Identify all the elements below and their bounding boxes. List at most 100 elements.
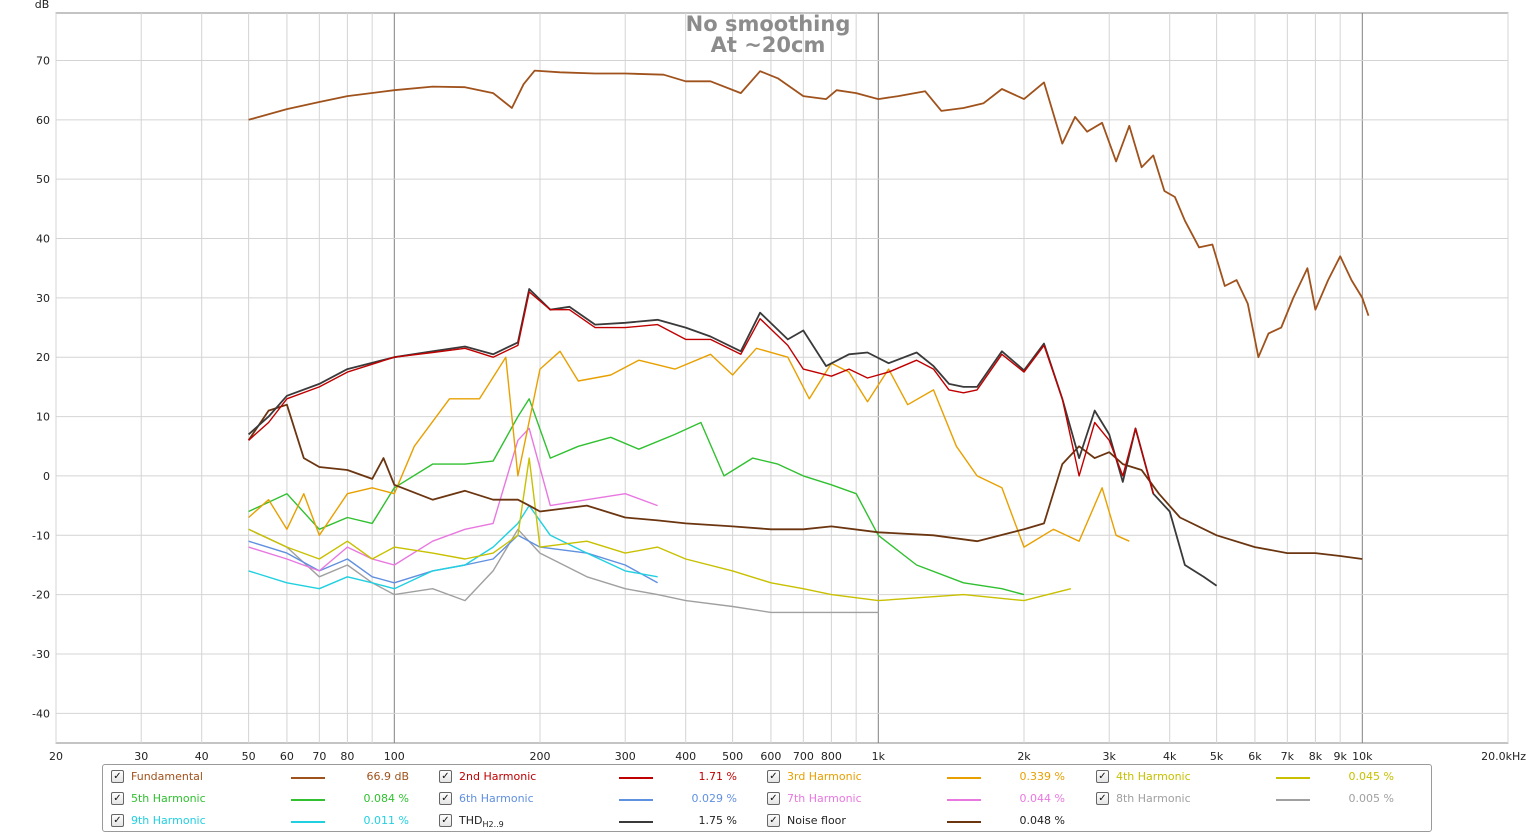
legend-name: Noise floor bbox=[787, 814, 846, 827]
legend-value: 0.044 % bbox=[1019, 792, 1065, 805]
series-group bbox=[247, 69, 1370, 614]
x-tick-label: 800 bbox=[821, 750, 842, 763]
y-tick-label: -20 bbox=[32, 589, 50, 602]
x-tick-label: 30 bbox=[134, 750, 148, 763]
legend-swatch bbox=[291, 799, 325, 801]
legend-name: 9th Harmonic bbox=[131, 814, 206, 827]
legend-name: 8th Harmonic bbox=[1116, 792, 1191, 805]
legend-value: 0.029 % bbox=[691, 792, 737, 805]
legend-checkbox-8th-harmonic[interactable]: ✓ bbox=[1096, 792, 1109, 805]
x-tick-label: 1k bbox=[872, 750, 886, 763]
x-tick-label: 20 bbox=[49, 750, 63, 763]
x-tick-label: 80 bbox=[340, 750, 354, 763]
y-tick-label: -30 bbox=[32, 648, 50, 661]
legend-name: 3rd Harmonic bbox=[787, 770, 862, 783]
y-tick-label: -10 bbox=[32, 529, 50, 542]
legend-checkbox-9th-harmonic[interactable]: ✓ bbox=[111, 814, 124, 827]
legend-swatch bbox=[947, 821, 981, 823]
x-tick-label: 70 bbox=[312, 750, 326, 763]
legend-value: 0.084 % bbox=[363, 792, 409, 805]
x-tick-label: 40 bbox=[195, 750, 209, 763]
legend-value: 0.048 % bbox=[1019, 814, 1065, 827]
x-tick-label: 300 bbox=[615, 750, 636, 763]
x-tick-label: 5k bbox=[1210, 750, 1224, 763]
y-tick-label: 20 bbox=[36, 351, 50, 364]
x-tick-label: 50 bbox=[242, 750, 256, 763]
plot-area bbox=[55, 12, 1509, 744]
legend-checkbox-2nd-harmonic[interactable]: ✓ bbox=[439, 770, 452, 783]
x-tick-label: 9k bbox=[1333, 750, 1347, 763]
legend-checkbox-3rd-harmonic[interactable]: ✓ bbox=[767, 770, 780, 783]
y-tick-label: 0 bbox=[43, 470, 50, 483]
series-line-3rd-harmonic bbox=[248, 347, 1130, 548]
y-tick-label: 30 bbox=[36, 292, 50, 305]
legend-name: 7th Harmonic bbox=[787, 792, 862, 805]
legend-swatch bbox=[291, 777, 325, 779]
x-tick-label: 7k bbox=[1281, 750, 1295, 763]
legend-name: 2nd Harmonic bbox=[459, 770, 537, 783]
legend-value: 0.005 % bbox=[1348, 792, 1394, 805]
x-tick-label: 10k bbox=[1352, 750, 1373, 763]
legend-swatch bbox=[947, 777, 981, 779]
x-tick-label: 6k bbox=[1248, 750, 1262, 763]
legend-swatch bbox=[291, 821, 325, 823]
legend-swatch bbox=[1276, 777, 1310, 779]
legend-swatch bbox=[619, 777, 653, 779]
legend-value: 0.045 % bbox=[1348, 770, 1394, 783]
x-tick-label: 3k bbox=[1103, 750, 1117, 763]
legend-checkbox-noise-floor[interactable]: ✓ bbox=[767, 814, 780, 827]
chart-subtitle: At ~20cm bbox=[711, 33, 826, 57]
x-tick-label: 400 bbox=[675, 750, 696, 763]
legend-value: 0.011 % bbox=[363, 814, 409, 827]
legend-value: 1.75 % bbox=[698, 814, 737, 827]
x-tick-label: 2k bbox=[1017, 750, 1031, 763]
grid bbox=[55, 13, 1509, 743]
y-tick-label: 60 bbox=[36, 114, 50, 127]
x-tick-label: 600 bbox=[760, 750, 781, 763]
legend-name: THDH2..9 bbox=[459, 814, 504, 830]
series-line-7th-harmonic bbox=[248, 427, 658, 572]
x-tick-label: 60 bbox=[280, 750, 294, 763]
series-line-9th-harmonic bbox=[248, 504, 658, 590]
legend-checkbox-7th-harmonic[interactable]: ✓ bbox=[767, 792, 780, 805]
series-line-5th-harmonic bbox=[248, 398, 1025, 596]
legend-name: 4th Harmonic bbox=[1116, 770, 1191, 783]
legend-name: 5th Harmonic bbox=[131, 792, 206, 805]
series-line-fundamental bbox=[248, 69, 1370, 359]
y-tick-label: 10 bbox=[36, 411, 50, 424]
y-tick-label: 50 bbox=[36, 173, 50, 186]
x-tick-label: 200 bbox=[530, 750, 551, 763]
legend: ✓ Fundamental 66.9 dB ✓ 2nd Harmonic 1.71 % ✓ 3… bbox=[102, 764, 1432, 832]
y-tick-label: 40 bbox=[36, 233, 50, 246]
x-tick-label: 700 bbox=[793, 750, 814, 763]
legend-name: 6th Harmonic bbox=[459, 792, 534, 805]
legend-value: 66.9 dB bbox=[366, 770, 409, 783]
legend-checkbox-4th-harmonic[interactable]: ✓ bbox=[1096, 770, 1109, 783]
legend-value: 0.339 % bbox=[1019, 770, 1065, 783]
x-tick-label: 500 bbox=[722, 750, 743, 763]
x-tick-label: 8k bbox=[1309, 750, 1323, 763]
y-axis-label: dB bbox=[35, 0, 50, 11]
legend-swatch bbox=[1276, 799, 1310, 801]
legend-swatch bbox=[619, 799, 653, 801]
x-tick-label: 4k bbox=[1163, 750, 1177, 763]
legend-checkbox-fundamental[interactable]: ✓ bbox=[111, 770, 124, 783]
y-tick-label: -40 bbox=[32, 707, 50, 720]
y-tick-label: 70 bbox=[36, 54, 50, 67]
legend-swatch bbox=[947, 799, 981, 801]
x-tick-label: 20.0kHz bbox=[1481, 750, 1526, 763]
legend-checkbox-thd[interactable]: ✓ bbox=[439, 814, 452, 827]
x-tick-label: 100 bbox=[384, 750, 405, 763]
chart-title: No smoothing bbox=[686, 12, 851, 36]
legend-value: 1.71 % bbox=[698, 770, 737, 783]
series-line-8th-harmonic bbox=[248, 528, 879, 614]
legend-name: Fundamental bbox=[131, 770, 203, 783]
legend-swatch bbox=[619, 821, 653, 823]
legend-checkbox-5th-harmonic[interactable]: ✓ bbox=[111, 792, 124, 805]
series-line-4th-harmonic bbox=[248, 457, 1072, 602]
legend-checkbox-6th-harmonic[interactable]: ✓ bbox=[439, 792, 452, 805]
legend-name-subscript: H2..9 bbox=[482, 820, 504, 830]
series-line-thd bbox=[248, 288, 1218, 587]
